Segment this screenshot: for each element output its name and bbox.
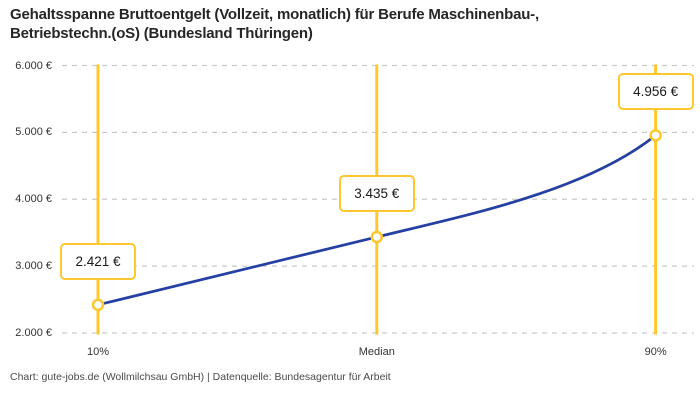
y-axis-tick-label: 4.000 € [15, 193, 52, 206]
data-point-marker [370, 230, 384, 244]
chart-title-line-1: Gehaltsspanne Bruttoentgelt (Vollzeit, m… [10, 6, 539, 23]
chart-title: Gehaltsspanne Bruttoentgelt (Vollzeit, m… [10, 5, 680, 43]
chart-title-line-2: Betriebstechn.(oS) (Bundesland Thüringen… [10, 25, 313, 42]
data-point-marker [91, 298, 105, 312]
value-label-box-90pct: 4.956 € [617, 73, 694, 111]
y-axis-tick-label: 6.000 € [15, 59, 52, 72]
y-axis-tick-label: 5.000 € [15, 126, 52, 139]
value-label-box-10pct: 2.421 € [60, 242, 136, 280]
y-axis-tick-label: 3.000 € [15, 260, 52, 273]
data-point-marker [649, 129, 662, 142]
x-axis-tick-label-10pct: 10% [86, 346, 110, 358]
y-axis-tick-label: 2.000 € [15, 327, 52, 339]
value-label-box-median: 3.435 € [338, 175, 415, 213]
chart-source-credit: Chart: gute-jobs.de (Wollmilchsau GmbH) … [10, 371, 391, 383]
x-axis-tick-label-90pct: 90% [644, 346, 667, 358]
x-axis-tick-label-median: Median [358, 346, 395, 358]
